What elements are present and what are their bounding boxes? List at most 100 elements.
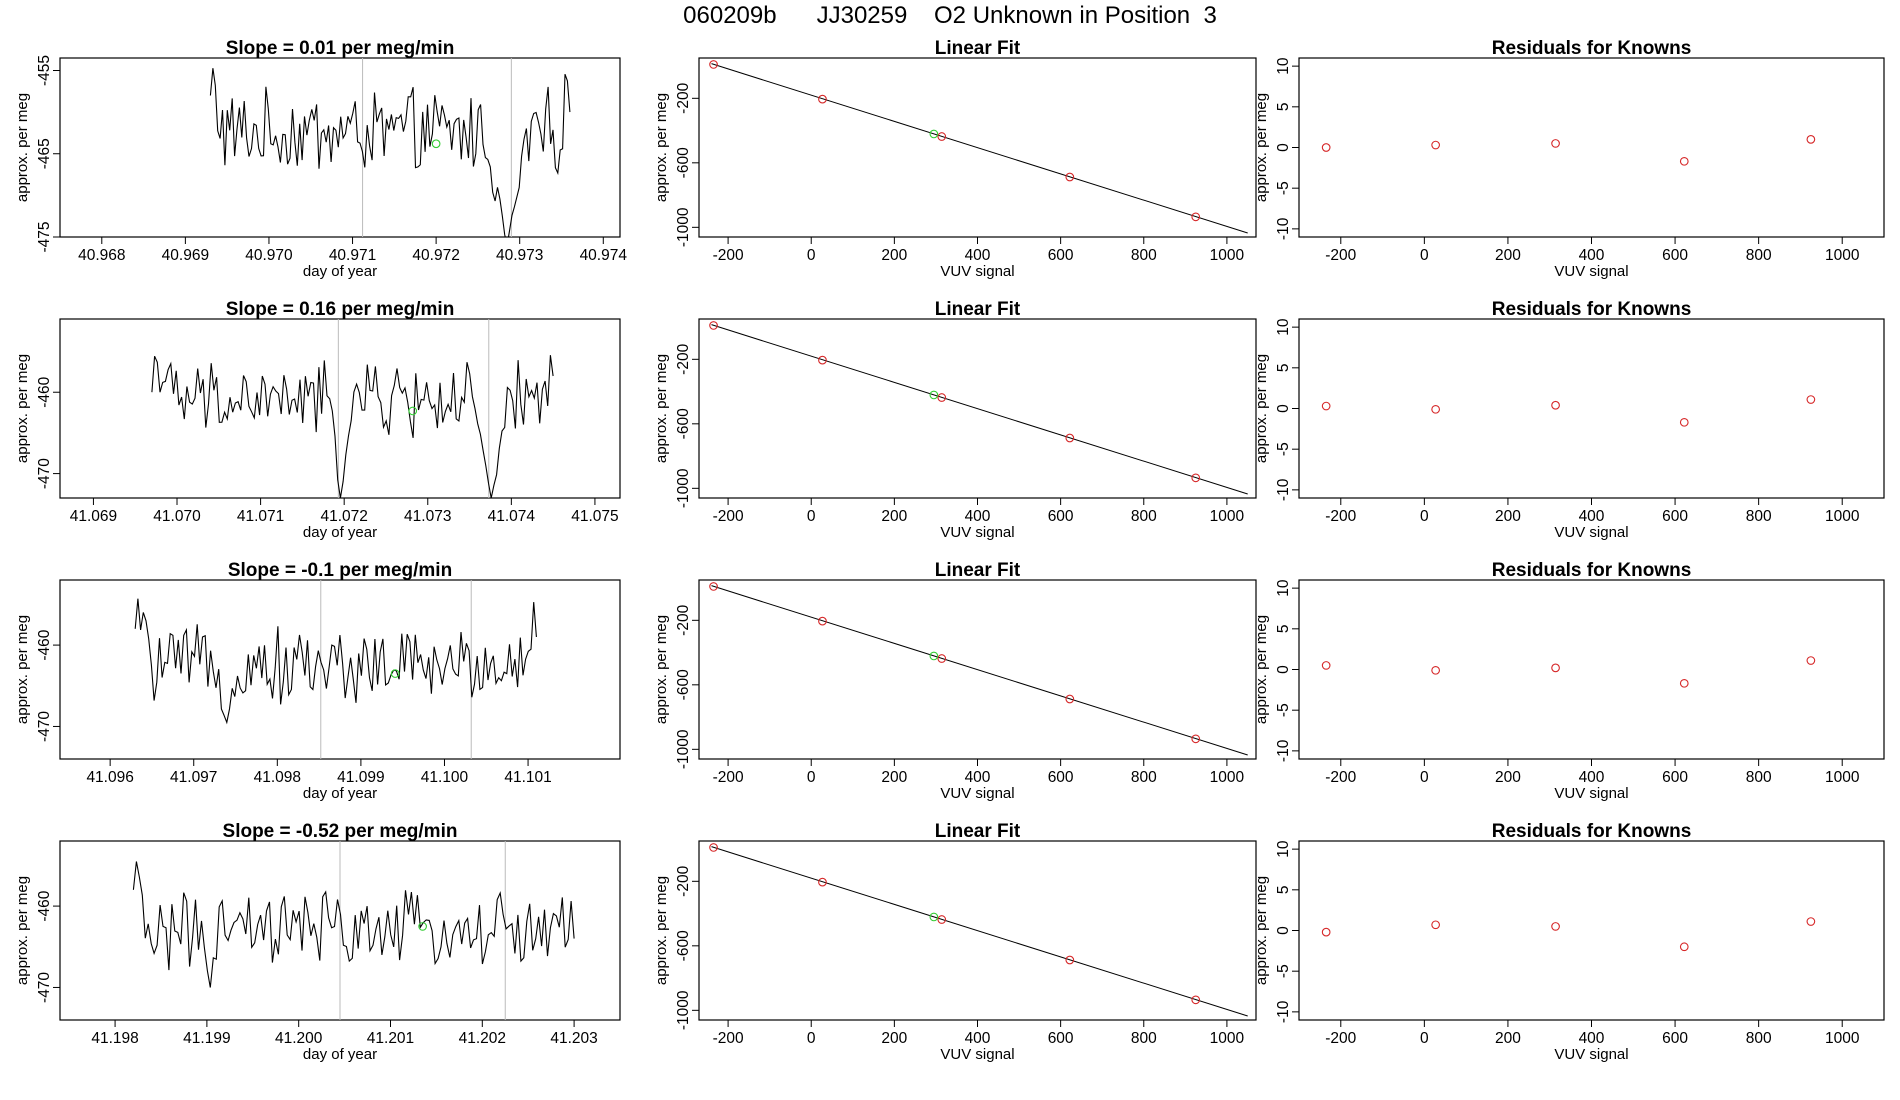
x-tick-label: 600: [1662, 508, 1688, 525]
page-title: 060209b JJ30259 O2 Unknown in Position 3: [683, 2, 1217, 29]
y-tick-label: -600: [675, 147, 692, 178]
y-tick-label: -5: [1275, 181, 1292, 195]
known-standard-point: [818, 616, 827, 626]
y-axis-label: approx. per meg: [653, 93, 670, 202]
residual-point: [1321, 143, 1331, 152]
x-axis-label: VUV signal: [1554, 263, 1628, 280]
y-tick-label: -10: [1275, 1000, 1292, 1023]
y-tick-label: -460: [36, 890, 53, 921]
x-tick-label: 400: [965, 1030, 991, 1047]
y-tick-label: 10: [1275, 318, 1292, 336]
y-tick-label: -200: [675, 82, 692, 113]
y-tick-label: -200: [675, 865, 692, 896]
x-tick-label: 0: [807, 1030, 816, 1047]
y-axis-label: approx. per meg: [1253, 615, 1270, 724]
panel-title: Slope = -0.1 per meg/min: [228, 560, 452, 581]
residuals-panel: Residuals for Knowns-200 0 200 400 600 800 100…: [1253, 560, 1885, 802]
x-tick-label: -200: [713, 508, 744, 525]
residuals-panel: Residuals for Knowns-200 0 200 400 600 800 100…: [1253, 821, 1885, 1063]
y-tick-label: -455: [36, 55, 53, 86]
panel-title: Residuals for Knowns: [1492, 38, 1692, 59]
panel-title: Slope = -0.52 per meg/min: [223, 821, 458, 842]
x-tick-label: 41.202: [459, 1030, 506, 1047]
x-tick-label: 800: [1131, 508, 1157, 525]
x-tick-label: -200: [1325, 508, 1356, 525]
unknown-sample-point: [418, 922, 427, 931]
y-tick-label: -470: [36, 458, 53, 489]
y-tick-label: 5: [1275, 364, 1292, 373]
x-tick-label: 41.100: [421, 769, 469, 786]
x-tick-label: -200: [713, 769, 744, 786]
x-tick-label: 1000: [1825, 247, 1860, 264]
residuals-panel: Residuals for Knowns-200 0 200 400 600 800 100…: [1253, 299, 1885, 541]
y-axis-label: approx. per meg: [14, 354, 31, 463]
time-series-panel: Slope = -0.52 per meg/min 41.198 41.199 41.…: [14, 821, 621, 1063]
x-tick-label: 200: [1495, 1030, 1521, 1047]
residual-point: [1321, 927, 1331, 937]
x-tick-label: 40.973: [496, 247, 543, 264]
known-standard-point: [1191, 995, 1201, 1005]
x-axis-label: VUV signal: [1554, 1046, 1628, 1063]
x-tick-label: 1000: [1210, 508, 1245, 525]
y-tick-label: -470: [36, 711, 53, 742]
x-tick-label: 800: [1746, 1030, 1772, 1047]
residual-point: [1321, 661, 1331, 670]
x-tick-label: -200: [1325, 247, 1356, 264]
x-axis-label: day of year: [303, 1046, 377, 1063]
fit-line: [711, 324, 1248, 495]
fit-line: [711, 585, 1248, 756]
x-tick-label: -200: [713, 1030, 744, 1047]
y-axis-label: approx. per meg: [14, 876, 31, 985]
y-tick-label: -200: [675, 343, 692, 374]
y-tick-label: 0: [1275, 404, 1292, 413]
y-tick-label: 10: [1275, 57, 1292, 75]
known-standard-point: [1065, 172, 1075, 182]
residual-point: [1806, 135, 1816, 144]
x-axis-label: VUV signal: [940, 1046, 1014, 1063]
x-tick-label: 1000: [1825, 1030, 1860, 1047]
x-tick-label: 40.970: [245, 247, 293, 264]
y-tick-label: 0: [1275, 143, 1292, 152]
residual-point: [1806, 395, 1816, 404]
x-tick-label: 200: [1495, 769, 1521, 786]
x-tick-label: 600: [1048, 769, 1074, 786]
y-tick-label: -460: [36, 629, 53, 660]
y-tick-label: -200: [675, 604, 692, 635]
y-tick-label: -600: [675, 669, 692, 700]
x-axis-label: VUV signal: [1554, 524, 1628, 541]
x-tick-label: 600: [1048, 508, 1074, 525]
x-tick-label: 1000: [1210, 1030, 1245, 1047]
x-tick-label: 400: [965, 247, 991, 264]
residual-point: [1551, 663, 1560, 673]
x-tick-label: 0: [807, 508, 816, 525]
y-tick-label: 10: [1275, 579, 1292, 597]
x-tick-label: -200: [1325, 769, 1356, 786]
y-tick-label: -460: [36, 376, 53, 407]
x-tick-label: 400: [965, 769, 991, 786]
panel-title: Slope = 0.16 per meg/min: [226, 299, 455, 320]
x-tick-label: 1000: [1825, 508, 1860, 525]
y-tick-label: -600: [675, 408, 692, 439]
panel-title: Linear Fit: [935, 38, 1021, 59]
x-tick-label: 41.096: [86, 769, 133, 786]
panel-title: Residuals for Knowns: [1492, 560, 1692, 581]
known-standard-point: [1065, 433, 1075, 443]
residual-point: [1679, 942, 1689, 952]
x-tick-label: 41.101: [504, 769, 551, 786]
x-tick-label: 41.203: [550, 1030, 597, 1047]
x-axis-label: day of year: [303, 785, 377, 802]
y-tick-label: 0: [1275, 926, 1292, 935]
known-standard-point: [937, 132, 947, 141]
x-tick-label: 0: [807, 247, 816, 264]
y-tick-label: -10: [1275, 478, 1292, 501]
panel-title: Linear Fit: [935, 821, 1021, 842]
y-tick-label: 10: [1275, 840, 1292, 858]
panel-title: Slope = 0.01 per meg/min: [226, 38, 455, 59]
x-tick-label: 40.972: [412, 247, 459, 264]
y-axis-label: approx. per meg: [653, 876, 670, 985]
y-tick-label: 0: [1275, 665, 1292, 674]
x-tick-label: 600: [1048, 1030, 1074, 1047]
known-standard-point: [1191, 212, 1201, 222]
plot-frame: [1298, 318, 1885, 499]
y-tick-label: -10: [1275, 217, 1292, 240]
